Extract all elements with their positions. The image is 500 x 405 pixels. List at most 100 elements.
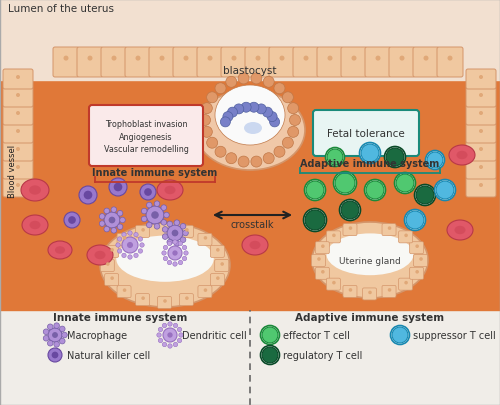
Circle shape [361,145,379,162]
Circle shape [234,104,244,115]
Circle shape [167,222,172,227]
Circle shape [161,220,166,226]
Text: Dendritic cell: Dendritic cell [182,330,247,340]
Circle shape [138,237,142,242]
Circle shape [174,324,178,328]
Ellipse shape [55,247,65,254]
FancyBboxPatch shape [293,48,319,78]
Circle shape [404,210,425,231]
FancyBboxPatch shape [136,294,149,306]
FancyBboxPatch shape [362,288,376,300]
Ellipse shape [30,221,40,230]
Circle shape [479,183,483,188]
Circle shape [117,224,123,230]
Circle shape [48,341,53,346]
Ellipse shape [87,245,113,265]
FancyBboxPatch shape [466,177,496,198]
Circle shape [140,185,156,200]
Circle shape [60,326,65,332]
Text: blastocyst: blastocyst [223,66,277,76]
Circle shape [110,277,114,280]
Circle shape [256,104,266,115]
Circle shape [117,211,123,217]
Text: regulatory T cell: regulatory T cell [283,350,362,360]
Circle shape [202,127,212,138]
Circle shape [317,258,321,261]
Circle shape [79,187,97,205]
FancyBboxPatch shape [343,286,357,298]
Circle shape [111,207,116,213]
Circle shape [321,270,324,274]
Circle shape [60,339,65,344]
Circle shape [162,227,168,232]
FancyBboxPatch shape [341,48,367,78]
Circle shape [111,228,116,234]
Circle shape [335,174,355,194]
Circle shape [146,203,152,208]
Circle shape [223,112,233,122]
Circle shape [341,202,359,220]
Circle shape [114,183,122,192]
FancyBboxPatch shape [198,234,212,246]
Circle shape [267,112,277,122]
Circle shape [163,299,167,303]
Circle shape [208,56,212,62]
FancyBboxPatch shape [245,48,271,78]
Bar [0,0,500,81]
Circle shape [220,262,224,266]
Circle shape [376,56,380,62]
Circle shape [263,77,274,88]
FancyBboxPatch shape [3,142,33,162]
Circle shape [146,223,152,228]
Circle shape [178,339,182,343]
FancyBboxPatch shape [316,268,330,279]
FancyBboxPatch shape [466,142,496,162]
FancyBboxPatch shape [389,48,415,78]
Circle shape [134,254,138,258]
Circle shape [142,209,147,214]
Circle shape [16,76,20,80]
Circle shape [168,333,172,338]
Circle shape [386,149,404,166]
FancyBboxPatch shape [198,286,212,298]
Ellipse shape [157,181,183,200]
Circle shape [321,245,324,248]
Ellipse shape [195,91,305,171]
Circle shape [104,227,110,232]
Ellipse shape [242,235,268,256]
Circle shape [48,328,62,342]
FancyBboxPatch shape [104,246,118,258]
Text: crosstalk: crosstalk [230,220,274,230]
Circle shape [238,74,249,85]
Circle shape [172,251,178,256]
FancyBboxPatch shape [466,124,496,144]
Circle shape [161,205,166,211]
Circle shape [140,243,144,247]
Circle shape [226,77,237,88]
Ellipse shape [22,215,48,235]
Circle shape [184,251,188,256]
Circle shape [360,143,380,164]
Circle shape [390,326,409,345]
Circle shape [178,328,182,332]
Circle shape [123,237,126,240]
Circle shape [274,83,285,94]
Circle shape [64,56,68,62]
Text: Adaptive immune system: Adaptive immune system [296,312,444,322]
FancyBboxPatch shape [221,48,247,78]
Circle shape [384,147,406,168]
Circle shape [180,237,186,243]
Circle shape [419,258,423,261]
Circle shape [174,343,178,347]
Circle shape [204,289,207,292]
Ellipse shape [164,186,175,195]
Circle shape [116,243,120,247]
Circle shape [173,262,177,266]
FancyBboxPatch shape [3,88,33,108]
Circle shape [154,224,160,230]
Circle shape [16,166,20,170]
Circle shape [118,249,122,254]
Circle shape [168,261,172,265]
Text: Fetal tolerance: Fetal tolerance [327,129,405,139]
Circle shape [122,237,138,254]
